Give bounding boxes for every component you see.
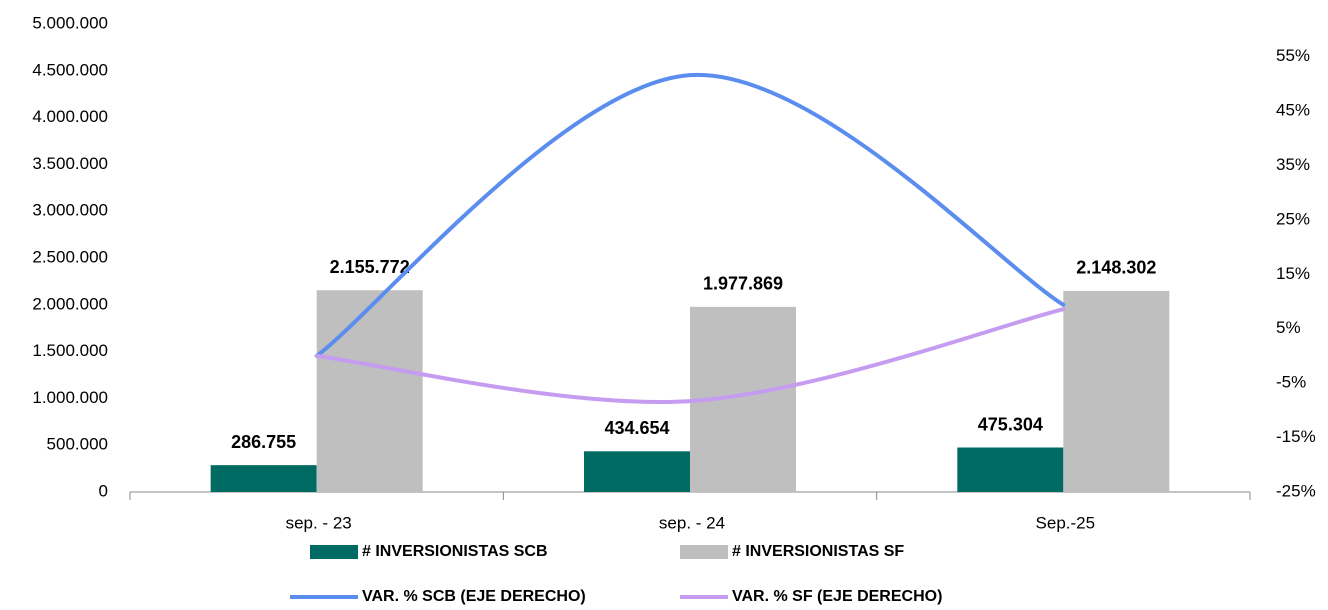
y2-tick-label: 25% (1276, 209, 1310, 228)
legend-swatch (680, 545, 728, 559)
y-tick-label: 1.000.000 (32, 388, 108, 407)
y-tick-label: 1.500.000 (32, 341, 108, 360)
line (314, 307, 1066, 404)
legend-label: VAR. % SF (EJE DERECHO) (732, 588, 942, 605)
data-label: 1.977.869 (703, 274, 783, 294)
bar (1063, 290, 1170, 492)
legend-label: VAR. % SCB (EJE DERECHO) (362, 588, 586, 605)
y-tick-label: 3.000.000 (32, 201, 108, 220)
x-tick-label: sep. - 24 (659, 513, 725, 532)
line (314, 73, 1066, 358)
bar (210, 465, 317, 492)
y2-tick-label: 45% (1276, 101, 1310, 120)
bar (957, 447, 1064, 492)
y2-tick-label: 35% (1276, 155, 1310, 174)
y2-tick-label: 15% (1276, 264, 1310, 283)
bar (316, 290, 423, 492)
y-tick-label: 2.500.000 (32, 247, 108, 266)
y2-tick-label: 5% (1276, 318, 1301, 337)
data-label: 475.304 (978, 414, 1043, 434)
y-tick-label: 2.000.000 (32, 294, 108, 313)
data-label: 286.755 (231, 432, 296, 452)
y2-tick-label: 55% (1276, 46, 1310, 65)
y-tick-label: 500.000 (47, 435, 108, 454)
bar (584, 451, 690, 492)
data-label: 2.148.302 (1076, 258, 1156, 278)
y-tick-label: 3.500.000 (32, 154, 108, 173)
y-tick-label: 0 (99, 481, 108, 500)
y-tick-label: 5.000.000 (32, 13, 108, 32)
x-tick-label: sep. - 23 (286, 513, 352, 532)
data-label: 2.155.772 (330, 257, 410, 277)
legend-swatch (310, 545, 358, 559)
y-tick-label: 4.000.000 (32, 107, 108, 126)
y-tick-label: 4.500.000 (32, 60, 108, 79)
legend-label: # INVERSIONISTAS SCB (362, 543, 548, 560)
legend-label: # INVERSIONISTAS SF (732, 543, 904, 560)
y2-tick-label: -15% (1276, 427, 1316, 446)
y2-tick-label: -25% (1276, 481, 1316, 500)
y2-tick-label: -5% (1276, 373, 1306, 392)
data-label: 434.654 (604, 418, 669, 438)
x-tick-label: Sep.-25 (1036, 513, 1096, 532)
